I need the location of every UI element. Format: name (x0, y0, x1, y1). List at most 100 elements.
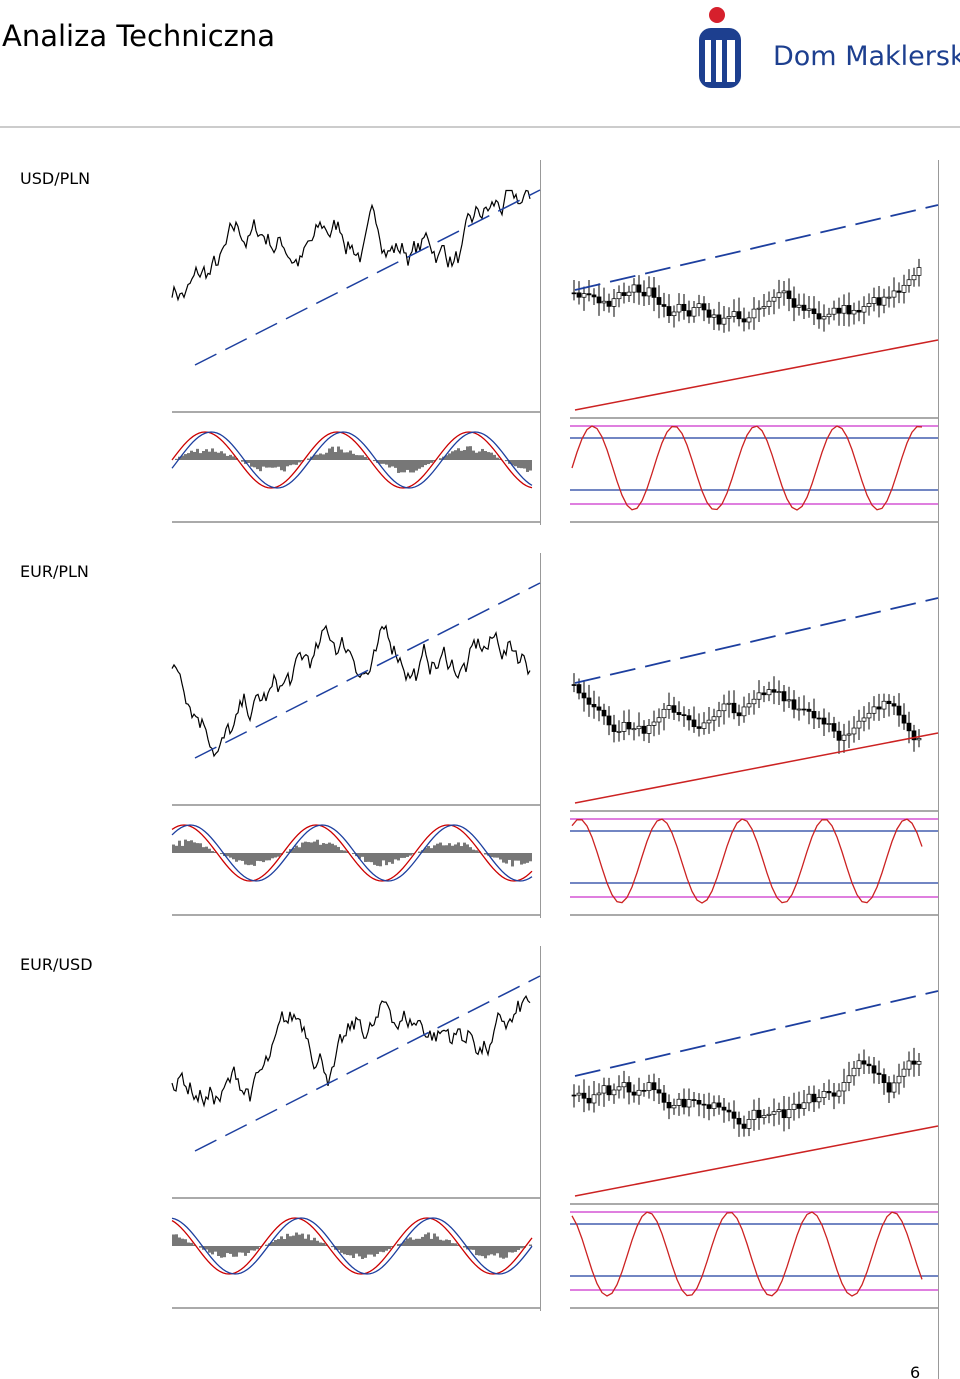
macd-bar (439, 1239, 442, 1246)
macd-bar (412, 460, 415, 473)
candle-body (816, 313, 822, 320)
macd-bar (430, 460, 433, 463)
candle-body (756, 1109, 762, 1119)
macd-bar (448, 453, 451, 460)
macd-bar (340, 449, 343, 460)
candle-body (866, 712, 872, 719)
trend-line (194, 975, 541, 1152)
macd-bar (361, 455, 364, 460)
price-line (171, 995, 531, 1108)
macd-bar (529, 853, 532, 862)
macd-bar (205, 449, 208, 460)
candle-body (876, 1072, 882, 1075)
candle-body (616, 292, 622, 300)
macd-bar (214, 851, 217, 853)
macd-bar (220, 1246, 223, 1258)
macd-bar (397, 1243, 400, 1246)
macd-bar (340, 850, 343, 853)
macd-bar (508, 1246, 511, 1253)
macd-bar (418, 460, 421, 469)
macd-bar (247, 460, 250, 463)
panel-frame (938, 160, 939, 600)
candle-body (856, 720, 862, 729)
candle-body (786, 1109, 792, 1119)
macd-bar (256, 853, 259, 861)
candle-body (736, 1117, 742, 1125)
candle-body (751, 308, 757, 319)
macd-bar (328, 842, 331, 853)
macd-bar (481, 1246, 484, 1257)
macd-bar (274, 460, 277, 468)
macd-bar (511, 853, 514, 867)
candle-body (681, 714, 687, 716)
macd-bar (181, 455, 184, 460)
candle-body (886, 1082, 892, 1093)
candle-body (871, 297, 877, 304)
macd-bar (265, 853, 268, 861)
candle-body (591, 704, 597, 708)
candle-body (871, 1065, 877, 1074)
macd-bar (427, 1232, 430, 1246)
candle-body (676, 1098, 682, 1106)
candle-body (776, 292, 782, 298)
candle-body (906, 279, 912, 286)
candle-body (821, 717, 827, 725)
macd-bar (277, 853, 280, 857)
macd-bar (295, 460, 298, 465)
candle-body (916, 267, 922, 276)
macd-bar (436, 843, 439, 853)
macd-bar (490, 452, 493, 460)
macd-bar (211, 851, 214, 853)
macd-bar (334, 845, 337, 853)
candle-body (851, 1067, 857, 1077)
macd-bar (334, 452, 337, 460)
candle-body (911, 275, 917, 281)
candle-body (701, 1103, 707, 1106)
macd-bar (184, 454, 187, 460)
candle-body (796, 304, 802, 308)
logo-text: Dom Maklerski (773, 41, 960, 72)
macd-bar (292, 1235, 295, 1246)
candle-body (811, 1093, 817, 1103)
macd-bar (277, 1239, 280, 1246)
candle-body (706, 309, 712, 318)
macd-bar (364, 853, 367, 862)
macd-bar (496, 457, 499, 460)
macd-bar (208, 848, 211, 853)
macd-bar (421, 460, 424, 468)
page-number: 6 (910, 1363, 920, 1379)
macd-bar (439, 458, 442, 460)
macd-bar (361, 1246, 364, 1260)
macd-bar (403, 853, 406, 858)
macd-bar (307, 1234, 310, 1246)
candle-body (701, 303, 707, 311)
macd-bar (352, 1246, 355, 1258)
candle-body (741, 1123, 747, 1129)
macd-bar (175, 1234, 178, 1246)
macd-bar (394, 853, 397, 860)
macd-bar (205, 1246, 208, 1250)
macd-bar (208, 1246, 211, 1253)
macd-bar (409, 853, 412, 856)
macd-bar (484, 853, 487, 855)
trend-line (574, 204, 939, 291)
macd-bar (469, 1246, 472, 1250)
macd-bar (520, 1246, 523, 1249)
candle-body (726, 702, 732, 705)
macd-bar (520, 460, 523, 469)
panel-frame (540, 553, 541, 918)
macd-bar (319, 1242, 322, 1246)
candle-body (571, 684, 577, 686)
macd-bar (448, 843, 451, 853)
macd-bar (430, 1238, 433, 1246)
candle-body (606, 300, 612, 307)
macd-bar (472, 450, 475, 460)
candle-body (581, 692, 587, 699)
macd-bar (475, 1246, 478, 1256)
candle-body (596, 296, 602, 304)
candle-body (571, 1094, 577, 1097)
candle-body (771, 1111, 777, 1115)
macd-bar (235, 1246, 238, 1257)
candle-body (876, 297, 882, 306)
